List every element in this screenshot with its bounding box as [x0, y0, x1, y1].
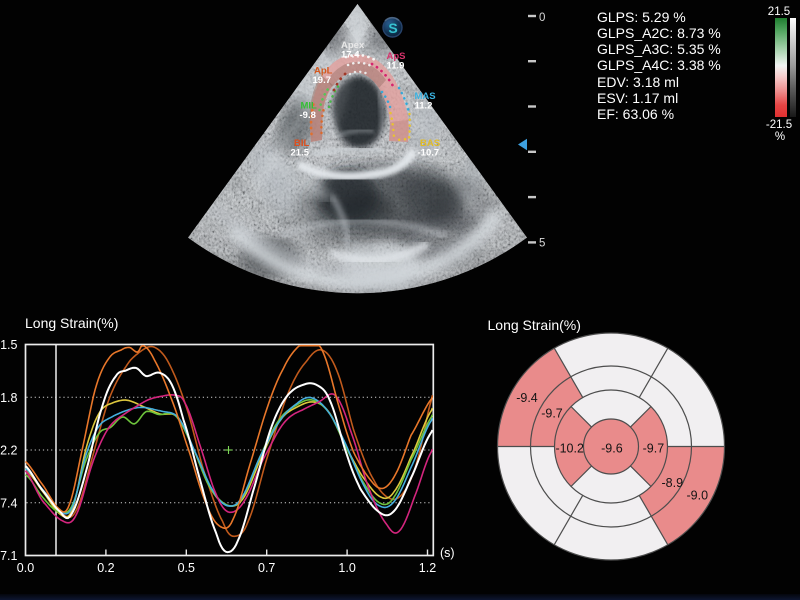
svg-text:Long Strain(%): Long Strain(%) [488, 317, 581, 333]
svg-text:-8.9: -8.9 [662, 476, 684, 490]
svg-text:1.5: 1.5 [0, 338, 17, 352]
svg-text:Long Strain(%): Long Strain(%) [25, 315, 118, 331]
svg-text:11.9: 11.9 [387, 61, 405, 72]
svg-text:21.5: 21.5 [291, 148, 310, 159]
svg-text:-9.7: -9.7 [643, 442, 665, 456]
svg-text:11.2: 11.2 [415, 101, 433, 112]
svg-text:19.7: 19.7 [313, 75, 332, 86]
svg-text:Apex: Apex [341, 40, 365, 51]
svg-text:ApS: ApS [387, 51, 406, 62]
svg-text:-9.4: -9.4 [516, 391, 538, 405]
svg-text:1.2: 1.2 [419, 561, 436, 575]
svg-text:ApL: ApL [314, 66, 333, 77]
svg-text:-9.8: -9.8 [300, 110, 316, 121]
svg-text:0.7: 0.7 [258, 561, 275, 575]
svg-text:0.0: 0.0 [17, 561, 34, 575]
svg-text:MIL: MIL [301, 101, 318, 112]
svg-text:-9.7: -9.7 [541, 406, 563, 420]
svg-text:5: 5 [539, 238, 545, 250]
svg-text:1.8: 1.8 [0, 391, 17, 405]
svg-text:BIL: BIL [294, 138, 310, 149]
svg-text:MAS: MAS [415, 91, 436, 102]
svg-text:2.2: 2.2 [0, 444, 17, 458]
svg-text:-10.7: -10.7 [418, 148, 440, 159]
svg-text:7.1: 7.1 [0, 549, 17, 563]
svg-text:0.5: 0.5 [178, 561, 195, 575]
svg-text:-9.0: -9.0 [687, 489, 709, 503]
svg-text:BAS: BAS [420, 138, 440, 149]
svg-text:-10.2: -10.2 [555, 441, 584, 455]
svg-text:17.4: 17.4 [341, 50, 360, 61]
svg-text:0: 0 [539, 12, 545, 24]
svg-text:7.4: 7.4 [0, 496, 17, 510]
svg-text:S: S [388, 20, 397, 36]
svg-text:-9.6: -9.6 [601, 442, 623, 456]
svg-text:(s): (s) [440, 546, 455, 560]
svg-text:1.0: 1.0 [338, 561, 355, 575]
svg-text:0.2: 0.2 [97, 561, 114, 575]
